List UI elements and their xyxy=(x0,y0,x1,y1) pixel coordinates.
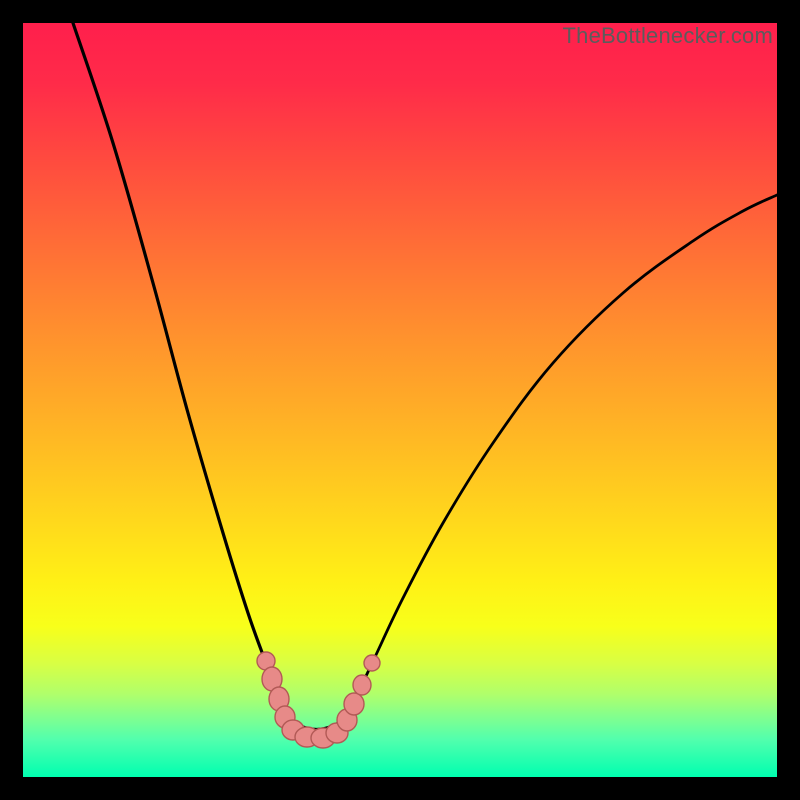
curve-layer xyxy=(23,23,777,777)
chart-plot-area: TheBottlenecker.com xyxy=(23,23,777,777)
bead-group xyxy=(257,652,380,748)
bead xyxy=(364,655,380,671)
bead xyxy=(353,675,371,695)
left-curve xyxy=(73,23,287,717)
right-curve xyxy=(346,195,777,717)
chart-frame: TheBottlenecker.com xyxy=(0,0,800,800)
bead xyxy=(344,693,364,715)
